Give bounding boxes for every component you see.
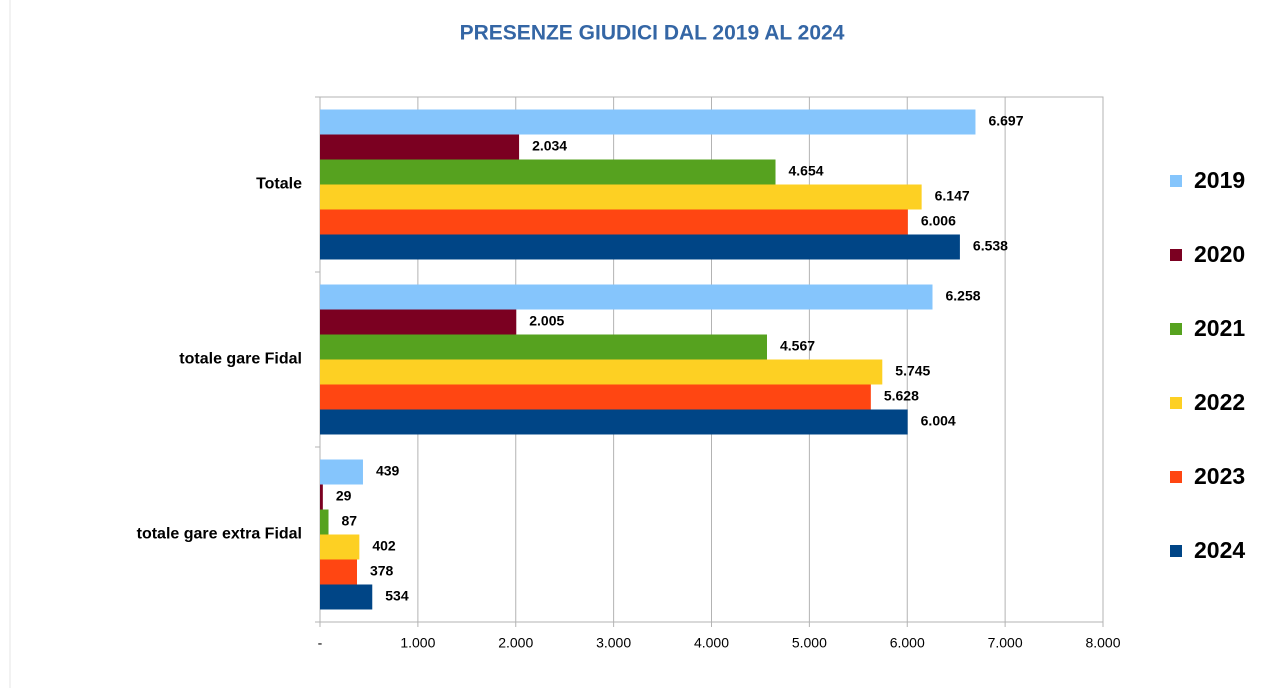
x-tick-label: 7.000 <box>988 635 1023 651</box>
bar <box>320 459 363 485</box>
data-label: 4.567 <box>780 338 815 354</box>
legend-label: 2024 <box>1194 537 1245 563</box>
x-tick-label: 8.000 <box>1085 635 1120 651</box>
legend-swatch <box>1170 545 1182 557</box>
bar <box>320 409 908 435</box>
data-label: 439 <box>376 463 400 479</box>
legend-label: 2023 <box>1194 463 1245 489</box>
bar <box>320 134 520 160</box>
data-label: 87 <box>342 513 358 529</box>
data-label: 6.697 <box>988 113 1023 129</box>
data-label: 534 <box>385 588 409 604</box>
bar <box>320 359 883 385</box>
chart-title: PRESENZE GIUDICI DAL 2019 AL 2024 <box>460 22 845 45</box>
x-tick-label: 5.000 <box>792 635 827 651</box>
legend-swatch <box>1170 175 1182 187</box>
x-tick-label: 2.000 <box>498 635 533 651</box>
data-label: 2.034 <box>532 138 567 154</box>
data-label: 6.006 <box>921 213 956 229</box>
bar <box>320 559 357 585</box>
legend-swatch <box>1170 323 1182 335</box>
x-tick-label: 4.000 <box>694 635 729 651</box>
data-label: 4.654 <box>789 163 824 179</box>
bar <box>320 159 776 185</box>
legend-label: 2022 <box>1194 389 1245 415</box>
legend-label: 2020 <box>1194 241 1245 267</box>
data-label: 402 <box>372 538 396 554</box>
y-tick-label: Totale <box>256 176 302 193</box>
data-label: 6.538 <box>973 238 1008 254</box>
data-label: 6.147 <box>935 188 970 204</box>
y-tick-label: totale gare Fidal <box>179 351 302 368</box>
x-tick-label: 1.000 <box>400 635 435 651</box>
legend-swatch <box>1170 249 1182 261</box>
x-tick-label: 3.000 <box>596 635 631 651</box>
legend-label: 2019 <box>1194 167 1245 193</box>
bar <box>320 509 329 535</box>
bar <box>320 584 373 610</box>
bar <box>320 184 922 210</box>
data-label: 2.005 <box>529 313 564 329</box>
legend-label: 2021 <box>1194 315 1245 341</box>
bar <box>320 209 908 235</box>
data-label: 378 <box>370 563 394 579</box>
bar <box>320 309 517 335</box>
bar <box>320 484 323 510</box>
bar <box>320 334 767 360</box>
bar <box>320 234 960 260</box>
y-tick-label: totale gare extra Fidal <box>137 526 302 543</box>
bar <box>320 534 360 560</box>
data-label: 6.258 <box>946 288 981 304</box>
data-label: 29 <box>336 488 352 504</box>
data-label: 6.004 <box>921 413 956 429</box>
legend-swatch <box>1170 471 1182 483</box>
data-label: 5.628 <box>884 388 919 404</box>
bar <box>320 284 933 310</box>
x-tick-label: - <box>318 635 323 651</box>
legend-swatch <box>1170 397 1182 409</box>
x-tick-label: 6.000 <box>890 635 925 651</box>
data-label: 5.745 <box>895 363 930 379</box>
bar <box>320 109 976 135</box>
bar <box>320 384 871 410</box>
